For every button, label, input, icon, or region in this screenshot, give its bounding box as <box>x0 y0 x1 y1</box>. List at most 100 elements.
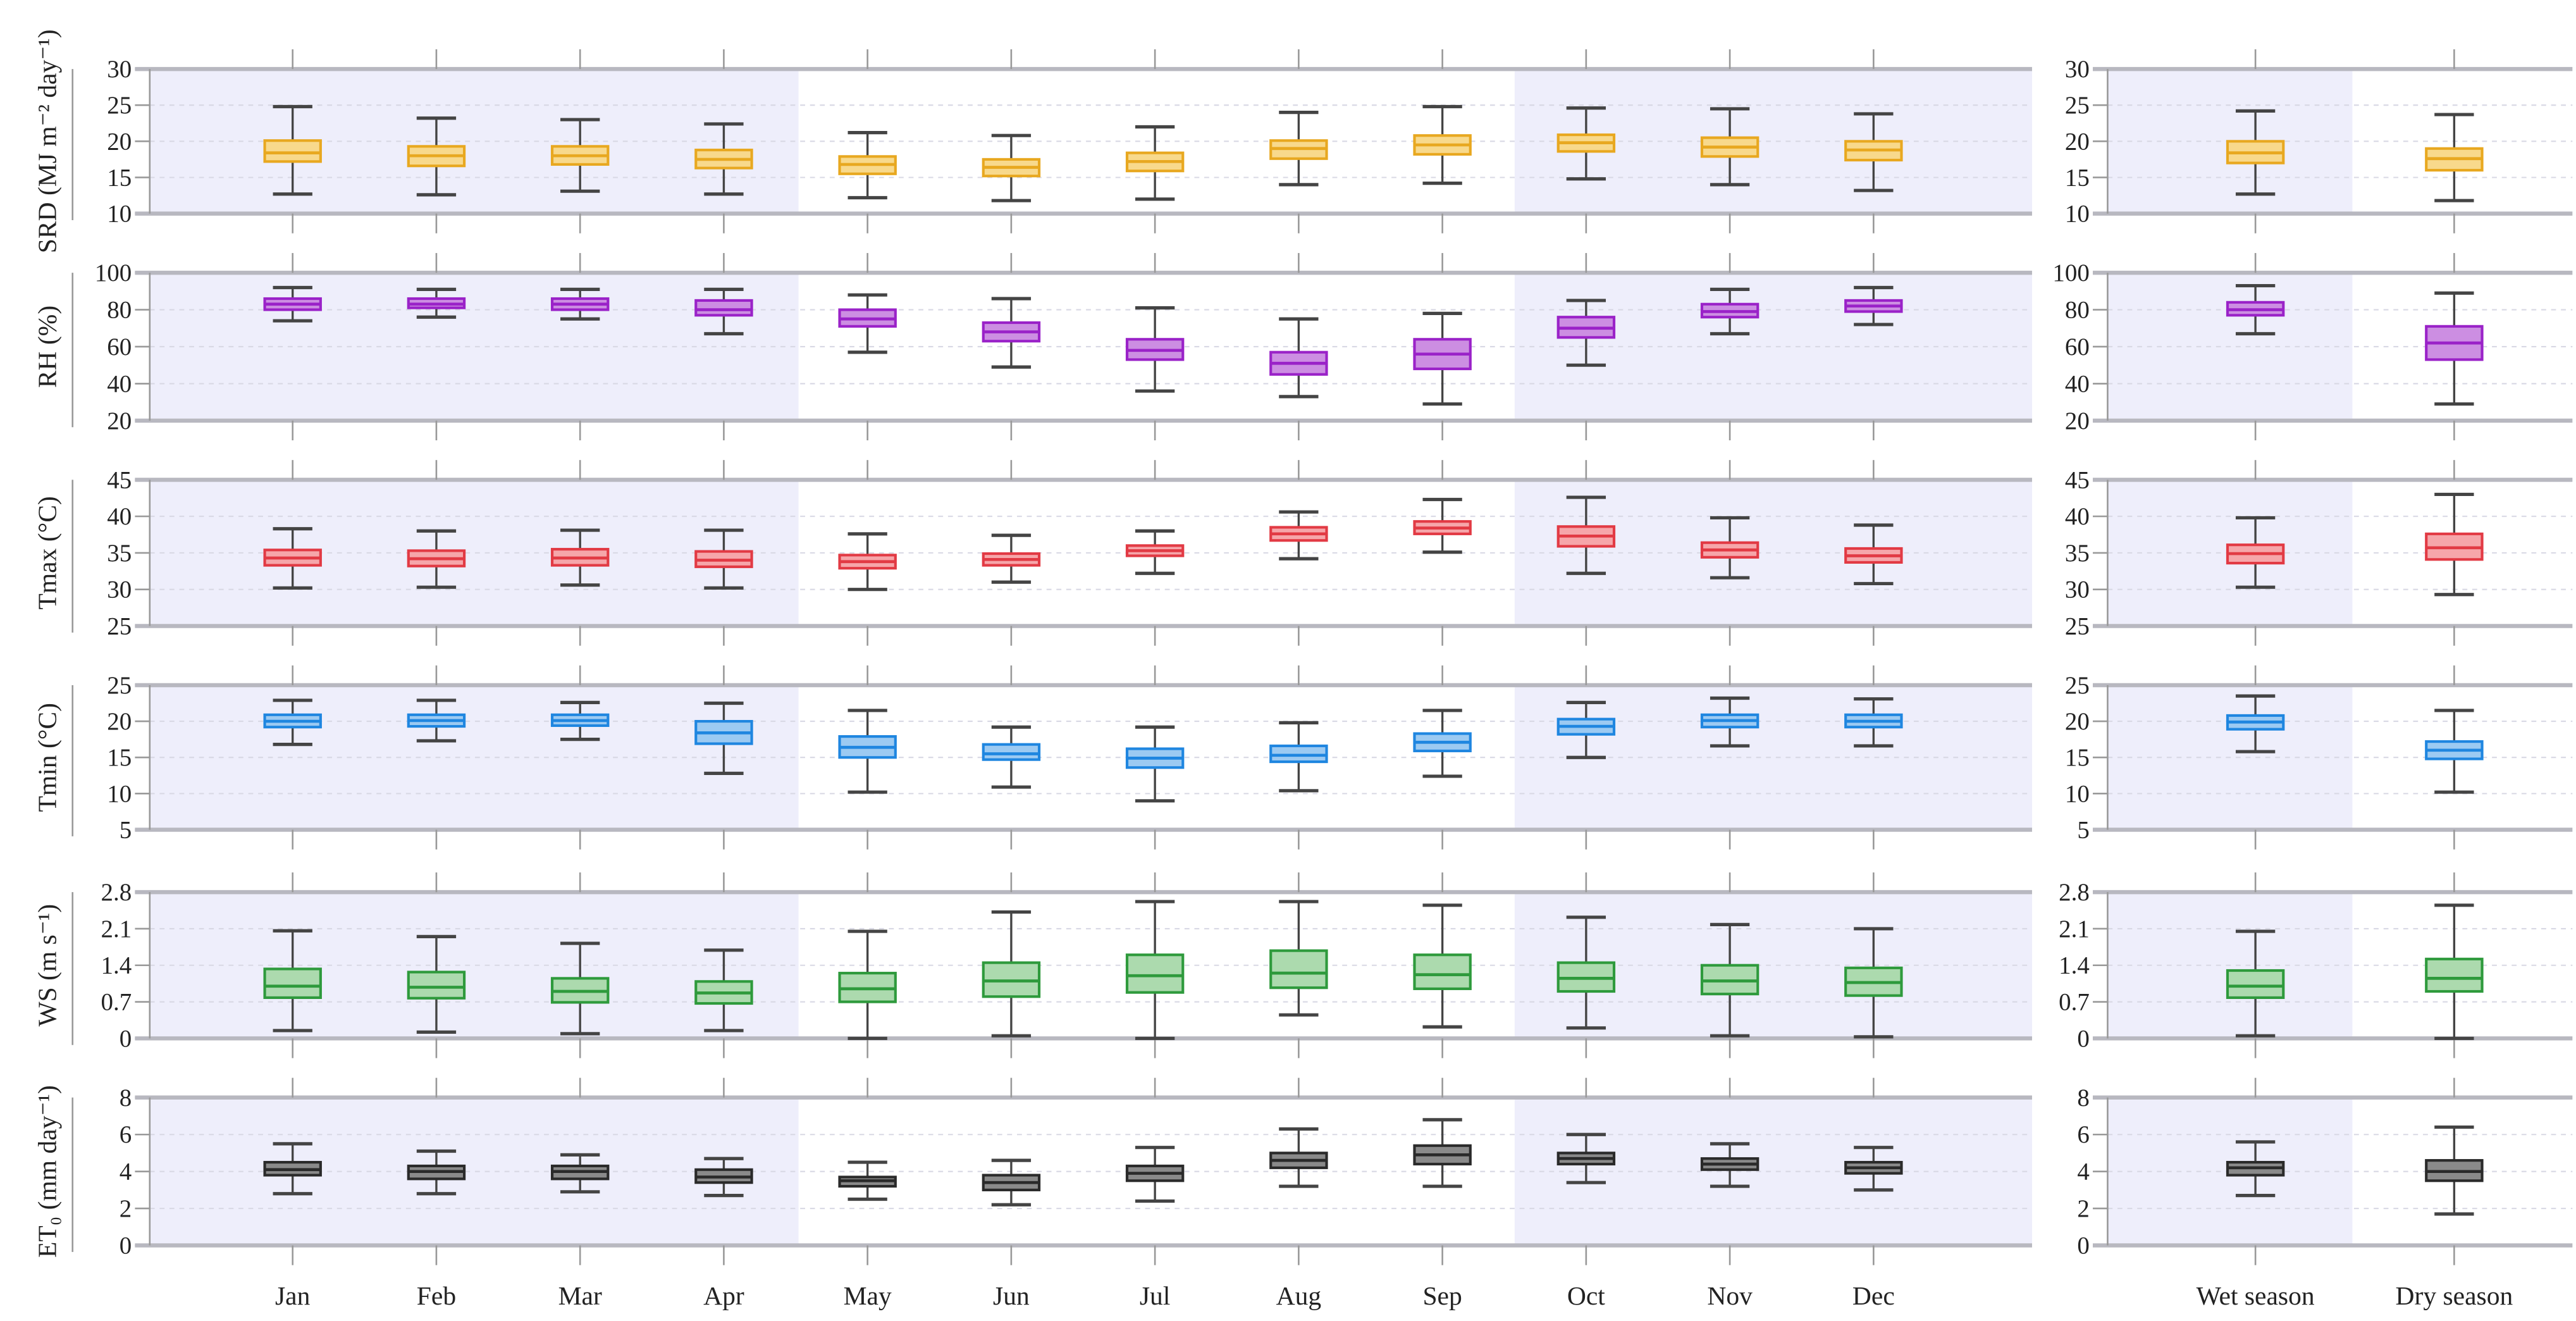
y-tick-label: 25 <box>2065 92 2090 119</box>
box-tmin-may <box>838 709 897 794</box>
box-tmax-oct <box>1556 495 1616 575</box>
y-tick-label: 45 <box>107 466 132 493</box>
y-tick-label: 15 <box>2065 164 2090 191</box>
box-tmax-jun <box>982 533 1041 584</box>
box-et0-mar <box>550 1153 610 1194</box>
box-tmin-aug <box>1269 721 1328 793</box>
box-rh-aug <box>1269 317 1328 399</box>
y-tick-label: 0 <box>120 1025 132 1052</box>
panel-srd: 10 15 20 25 30 10 15 20 25 30 SRD (MJ m⁻² day⁻¹) <box>33 29 2573 253</box>
box-et0-aug <box>1269 1127 1328 1188</box>
iqr-box <box>1413 953 1472 990</box>
iqr-box <box>694 299 753 317</box>
x-tick-label: Jan <box>275 1281 311 1310</box>
box-ws-feb <box>407 934 466 1034</box>
y-tick-label: 25 <box>107 672 132 699</box>
y-tick-label: 30 <box>107 576 132 604</box>
box-rh-dry-season <box>2425 291 2484 406</box>
iqr-box <box>1125 953 1185 994</box>
y-axis-label: WS (m s⁻¹) <box>33 904 63 1027</box>
box-tmax-nov <box>1700 516 1759 580</box>
box-tmin-jan <box>263 698 322 747</box>
y-tick-label: 20 <box>2065 128 2090 155</box>
y-tick-label: 1.4 <box>101 952 132 979</box>
box-rh-may <box>838 293 897 354</box>
iqr-box <box>1269 949 1328 989</box>
iqr-box <box>263 967 322 1000</box>
box-tmin-sep <box>1413 709 1472 778</box>
y-tick-label: 20 <box>2065 708 2090 735</box>
box-tmax-jul <box>1125 529 1185 575</box>
box-ws-apr <box>694 948 753 1033</box>
iqr-box <box>2226 969 2285 1000</box>
wet-season-shading <box>149 273 799 421</box>
box-srd-aug <box>1269 111 1328 187</box>
y-tick-label: 8 <box>2077 1084 2089 1112</box>
y-tick-label: 0 <box>2077 1232 2089 1260</box>
y-tick-label: 10 <box>2065 780 2090 807</box>
y-axis-label: Tmin (°C) <box>33 703 63 812</box>
y-tick-label: 5 <box>2077 816 2089 843</box>
y-tick-label: 40 <box>2065 503 2090 530</box>
y-tick-label: 2.1 <box>101 915 132 943</box>
box-ws-mar <box>550 941 610 1036</box>
iqr-box <box>982 743 1041 761</box>
y-tick-label: 25 <box>107 92 132 119</box>
box-et0-wet-season <box>2226 1140 2285 1198</box>
box-tmax-feb <box>407 529 466 589</box>
box-et0-apr <box>694 1157 753 1198</box>
y-tick-label: 30 <box>107 56 132 83</box>
x-tick-label: Nov <box>1707 1281 1753 1310</box>
y-tick-label: 2.1 <box>2059 915 2090 943</box>
box-rh-jan <box>263 285 322 323</box>
box-tmax-may <box>838 532 897 592</box>
x-tick-label: Aug <box>1276 1281 1322 1310</box>
box-tmax-jan <box>263 527 322 590</box>
box-et0-may <box>838 1160 897 1201</box>
y-tick-label: 30 <box>2065 56 2090 83</box>
box-rh-apr <box>694 287 753 336</box>
panel-tmin: 5 10 15 20 25 5 10 15 20 25 Tmin (°C) <box>33 665 2573 850</box>
x-tick-label: Dry season <box>2395 1281 2513 1310</box>
box-srd-jun <box>982 133 1041 202</box>
y-tick-label: 2.8 <box>2059 879 2090 906</box>
y-tick-label: 4 <box>120 1158 132 1186</box>
y-tick-label: 40 <box>107 503 132 530</box>
iqr-box <box>263 139 322 163</box>
box-srd-feb <box>407 116 466 197</box>
box-et0-feb <box>407 1149 466 1196</box>
box-rh-jun <box>982 297 1041 369</box>
y-tick-label: 2 <box>2077 1195 2089 1222</box>
box-srd-wet-season <box>2226 109 2285 196</box>
y-tick-label: 35 <box>107 540 132 567</box>
box-tmin-oct <box>1556 700 1616 759</box>
box-rh-wet-season <box>2226 283 2285 336</box>
box-rh-mar <box>550 287 610 321</box>
box-tmax-aug <box>1269 510 1328 561</box>
y-tick-label: 8 <box>120 1084 132 1112</box>
box-ws-jul <box>1125 900 1185 1040</box>
box-srd-mar <box>550 118 610 193</box>
x-tick-label: Dec <box>1852 1281 1895 1310</box>
y-tick-label: 60 <box>107 333 132 361</box>
x-tick-label: Jun <box>993 1281 1030 1310</box>
box-tmin-apr <box>694 701 753 775</box>
box-et0-jan <box>263 1142 322 1196</box>
box-srd-dry-season <box>2425 113 2484 202</box>
y-tick-label: 35 <box>2065 540 2090 567</box>
panel-tmax: 25 30 35 40 45 25 30 35 40 45 Tmax (°C) <box>33 460 2573 646</box>
x-tick-label: Mar <box>558 1281 602 1310</box>
box-tmin-mar <box>550 700 610 741</box>
x-tick-label: Feb <box>417 1281 456 1310</box>
x-tick-label: May <box>844 1281 892 1310</box>
box-tmin-dry-season <box>2425 709 2484 794</box>
box-tmax-sep <box>1413 497 1472 554</box>
box-tmin-dec <box>1844 697 1903 748</box>
box-rh-dec <box>1844 285 1903 326</box>
y-tick-label: 0.7 <box>2059 989 2090 1016</box>
box-ws-jan <box>263 929 322 1033</box>
y-tick-label: 20 <box>107 407 132 435</box>
y-tick-label: 30 <box>2065 576 2090 604</box>
box-tmax-dec <box>1844 523 1903 586</box>
